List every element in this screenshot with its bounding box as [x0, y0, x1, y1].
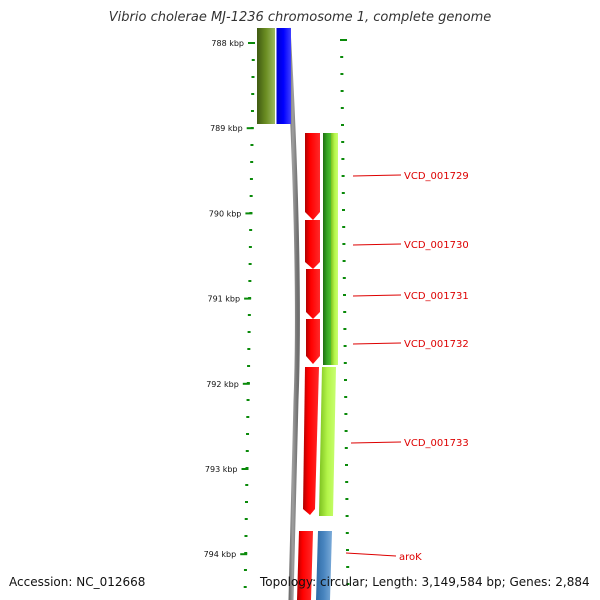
kbp-tick-label: 788 kbp: [211, 39, 244, 48]
kbp-tick-label: 789 kbp: [210, 124, 243, 133]
kbp-tick-label: 791 kbp: [207, 295, 240, 304]
gene-label: VCD_001732: [404, 339, 469, 350]
gene-label: VCD_001729: [404, 171, 469, 182]
topology-text: Topology: circular; Length: 3,149,584 bp…: [260, 575, 590, 589]
gene-leader-line: [350, 441, 402, 444]
gene-feature-light-green: [331, 133, 338, 365]
gene-feature-olive: [257, 28, 275, 124]
gene-feature-light-green-2: [319, 367, 336, 516]
gene-vcd-001729-red: [305, 133, 320, 220]
accession-text: Accession: NC_012668: [9, 575, 146, 589]
kbp-tick-label: 794 kbp: [204, 550, 237, 559]
gene-label: VCD_001733: [404, 438, 469, 449]
gene-feature-dark-green: [323, 133, 331, 365]
chromosome-backbone: [285, 27, 300, 600]
gene-leader-line: [352, 243, 402, 246]
gene-vcd-001731-red: [306, 269, 320, 319]
gene-arok-red: [297, 531, 313, 600]
gene-feature-blue: [276, 28, 291, 124]
gene-label: VCD_001731: [404, 291, 469, 302]
kbp-tick-label: 793 kbp: [205, 465, 238, 474]
kbp-tick-label: 792 kbp: [206, 380, 239, 389]
gene-leader-line: [352, 294, 402, 297]
gene-vcd-001730-red: [305, 220, 320, 269]
gene-leader-line: [352, 342, 402, 345]
kbp-tick-label: 790 kbp: [209, 209, 242, 218]
gene-leader-line: [345, 552, 397, 557]
gene-label: aroK: [399, 552, 422, 563]
gene-vcd-001733-red: [303, 367, 319, 515]
gene-label-group: VCD_001729 VCD_001730 VCD_001731 VCD_001732…: [345, 171, 469, 563]
gene-feature-steel-blue: [316, 531, 332, 600]
map-title: Vibrio cholerae MJ-1236 chromosome 1, co…: [108, 10, 492, 25]
kbp-scale: 788 kbp 789 kbp 790 kbp 791 kbp 792 kbp 793 k…: [204, 39, 244, 559]
gene-label: VCD_001730: [404, 240, 469, 251]
gene-vcd-001732-red: [306, 319, 320, 364]
scale-ticks: [240, 39, 350, 588]
gene-leader-line: [352, 174, 402, 177]
